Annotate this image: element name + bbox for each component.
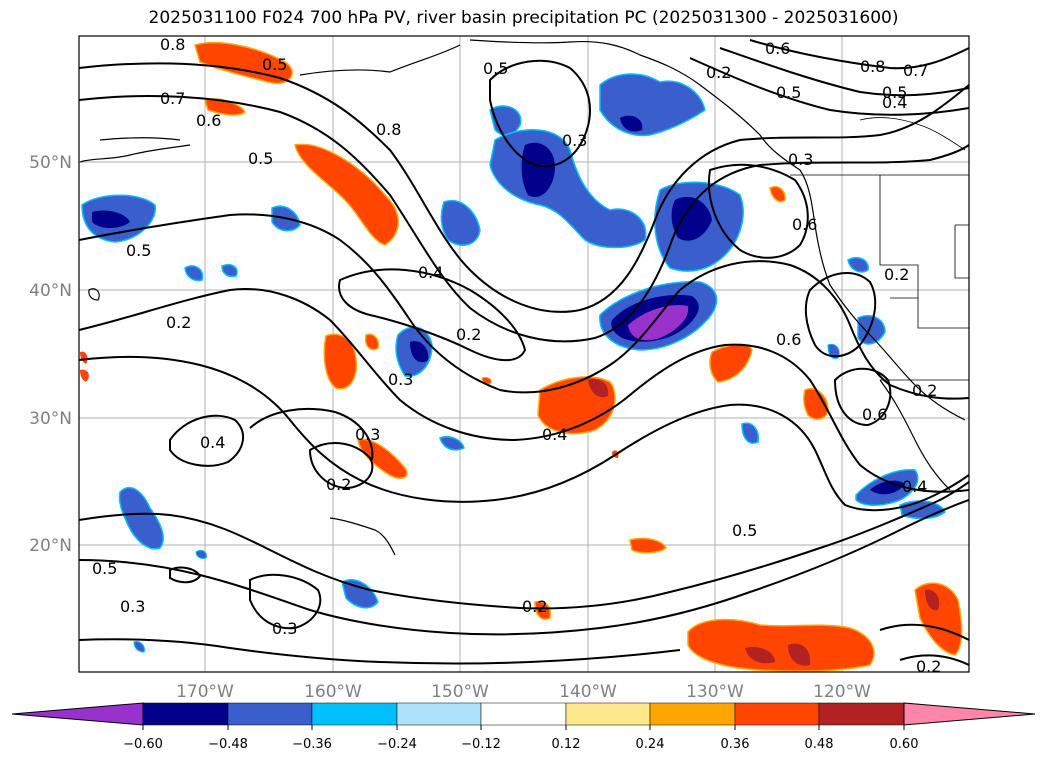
colorbar-segment xyxy=(227,702,313,726)
contour-label: 0.4 xyxy=(542,425,567,444)
contour-label: 0.3 xyxy=(355,425,380,444)
contour-label: 0.4 xyxy=(418,263,443,282)
colorbar-tick-label: −0.60 xyxy=(123,737,163,752)
contour-label: 0.5 xyxy=(483,59,508,78)
colorbar-segment xyxy=(311,702,398,726)
lat-label-20n: 20°N xyxy=(29,536,72,556)
map-title: 2025031100 F024 700 hPa PV, river basin … xyxy=(148,8,899,28)
lon-label-140w: 140°W xyxy=(559,682,617,702)
colorbar-extend-low xyxy=(11,702,144,726)
colorbar: −0.60 −0.48 −0.36 −0.24 −0.12 0.12 0.24 … xyxy=(11,702,1036,752)
contour-label: 0.5 xyxy=(776,83,801,102)
contour-label: 0.2 xyxy=(166,313,191,332)
contour-label: 0.5 xyxy=(248,149,273,168)
contour-label: 0.2 xyxy=(522,597,547,616)
contour-label: 0.6 xyxy=(196,111,221,130)
lat-label-50n: 50°N xyxy=(29,153,72,173)
colorbar-tick-label: 0.12 xyxy=(552,737,581,752)
contour-label: 0.3 xyxy=(562,131,587,150)
contour-label: 0.6 xyxy=(776,330,801,349)
contour-label: 0.4 xyxy=(200,433,225,452)
map-content: 0.8 0.5 0.7 0.6 0.5 0.5 0.8 0.3 0.2 0.6 … xyxy=(79,35,969,676)
colorbar-tick-label: 0.36 xyxy=(721,737,750,752)
contour-label: 0.7 xyxy=(903,61,928,80)
borders xyxy=(790,117,969,381)
coastlines xyxy=(79,39,966,556)
longitude-labels: 170°W 160°W 150°W 140°W 130°W 120°W xyxy=(176,682,871,702)
lon-label-150w: 150°W xyxy=(431,682,489,702)
contour-label: 0.5 xyxy=(92,559,117,578)
contour-label: 0.4 xyxy=(902,477,927,496)
lon-label-120w: 120°W xyxy=(813,682,871,702)
contour-label: 0.5 xyxy=(732,521,757,540)
contour-label: 0.3 xyxy=(120,597,145,616)
colorbar-tick-label: −0.24 xyxy=(377,737,417,752)
lon-label-130w: 130°W xyxy=(686,682,744,702)
pv-contours xyxy=(79,39,969,666)
contour-label: 0.6 xyxy=(765,39,790,58)
colorbar-segment xyxy=(734,702,820,726)
colorbar-tick-label: 0.48 xyxy=(805,737,834,752)
contour-label: 0.8 xyxy=(860,57,885,76)
contour-label: 0.5 xyxy=(882,83,907,102)
contour-label: 0.2 xyxy=(706,63,731,82)
colorbar-tick-label: 0.60 xyxy=(890,737,919,752)
colorbar-tick-label: −0.12 xyxy=(461,737,501,752)
contour-label: 0.6 xyxy=(862,405,887,424)
contour-label: 0.3 xyxy=(788,150,813,169)
contour-label: 0.3 xyxy=(388,370,413,389)
colorbar-segment xyxy=(480,702,567,726)
contour-label: 0.2 xyxy=(884,265,909,284)
contour-labels: 0.8 0.5 0.7 0.6 0.5 0.5 0.8 0.3 0.2 0.6 … xyxy=(92,35,941,676)
colorbar-extend-high xyxy=(903,702,1036,726)
lat-label-40n: 40°N xyxy=(29,281,72,301)
contour-label: 0.8 xyxy=(376,120,401,139)
map-frame xyxy=(78,35,970,673)
colorbar-segment xyxy=(396,702,482,726)
lat-label-30n: 30°N xyxy=(29,409,72,429)
contour-label: 0.6 xyxy=(792,215,817,234)
contour-label: 0.3 xyxy=(272,619,297,638)
lon-label-170w: 170°W xyxy=(176,682,234,702)
colorbar-segment xyxy=(649,702,736,726)
contour-label: 0.7 xyxy=(160,89,185,108)
contour-label: 0.5 xyxy=(262,55,287,74)
colorbar-segment xyxy=(565,702,651,726)
contour-label: 0.2 xyxy=(912,381,937,400)
latitude-labels: 50°N 40°N 30°N 20°N xyxy=(29,153,72,556)
colorbar-tick-label: −0.36 xyxy=(292,737,332,752)
lon-label-160w: 160°W xyxy=(304,682,362,702)
contour-label: 0.8 xyxy=(160,35,185,54)
colorbar-segment xyxy=(142,702,229,726)
contour-label: 0.2 xyxy=(916,657,941,676)
contour-label: 0.4 xyxy=(882,93,907,112)
contour-label: 0.5 xyxy=(126,241,151,260)
colorbar-segment xyxy=(818,702,905,726)
colorbar-tick-label: 0.24 xyxy=(636,737,665,752)
contour-label: 0.2 xyxy=(456,325,481,344)
colorbar-tick-label: −0.48 xyxy=(208,737,248,752)
contour-label: 0.2 xyxy=(326,475,351,494)
